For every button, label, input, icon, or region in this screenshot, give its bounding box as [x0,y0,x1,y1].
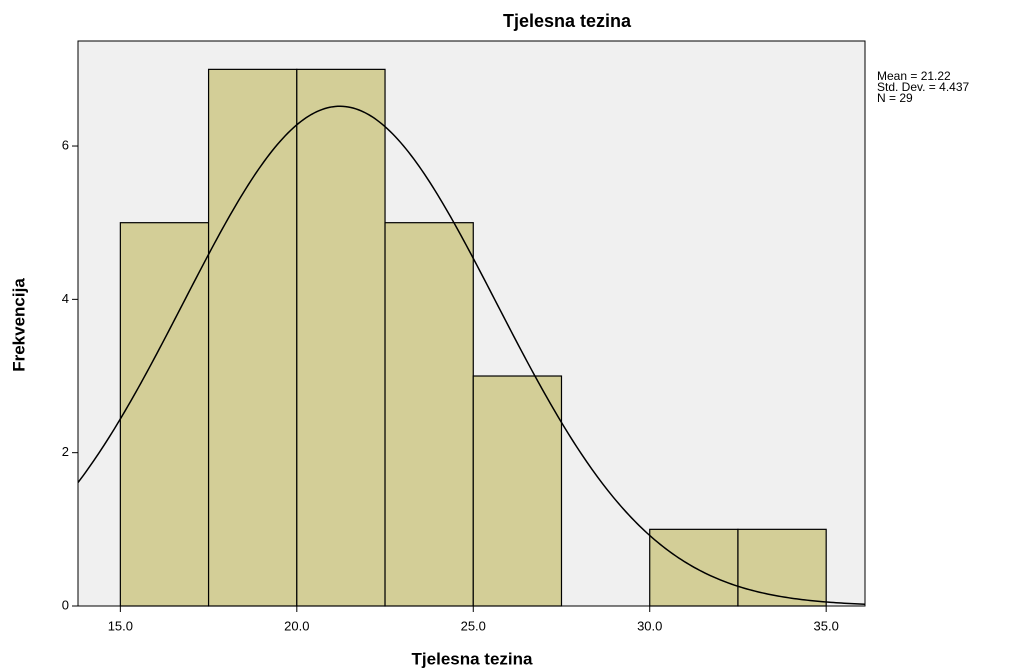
y-tick-label: 4 [62,291,69,306]
x-tick-label: 20.0 [284,618,309,633]
y-axis-label: Frekvencija [9,278,28,372]
normal-curve [78,105,865,605]
stats-label: Mean = 21.22 [877,69,951,83]
x-tick-label: 15.0 [108,618,133,633]
bar [472,375,563,607]
y-tick-label: 0 [62,597,69,612]
y-tick-label: 2 [62,444,69,459]
x-axis-label: Tjelesna tezina [412,649,533,668]
bar [207,68,298,607]
y-tick-label: 6 [62,137,69,152]
x-tick-label: 30.0 [637,618,662,633]
bar [119,222,210,607]
x-tick-label: 35.0 [814,618,839,633]
stats-label: N = 29 [877,91,913,105]
bar [296,68,386,607]
bar [384,222,474,607]
stats-label: Std. Dev. = 4.437 [877,80,969,94]
chart-title: Tjelesna tezina [503,11,632,31]
bar [737,528,827,607]
x-tick-label: 25.0 [461,618,486,633]
